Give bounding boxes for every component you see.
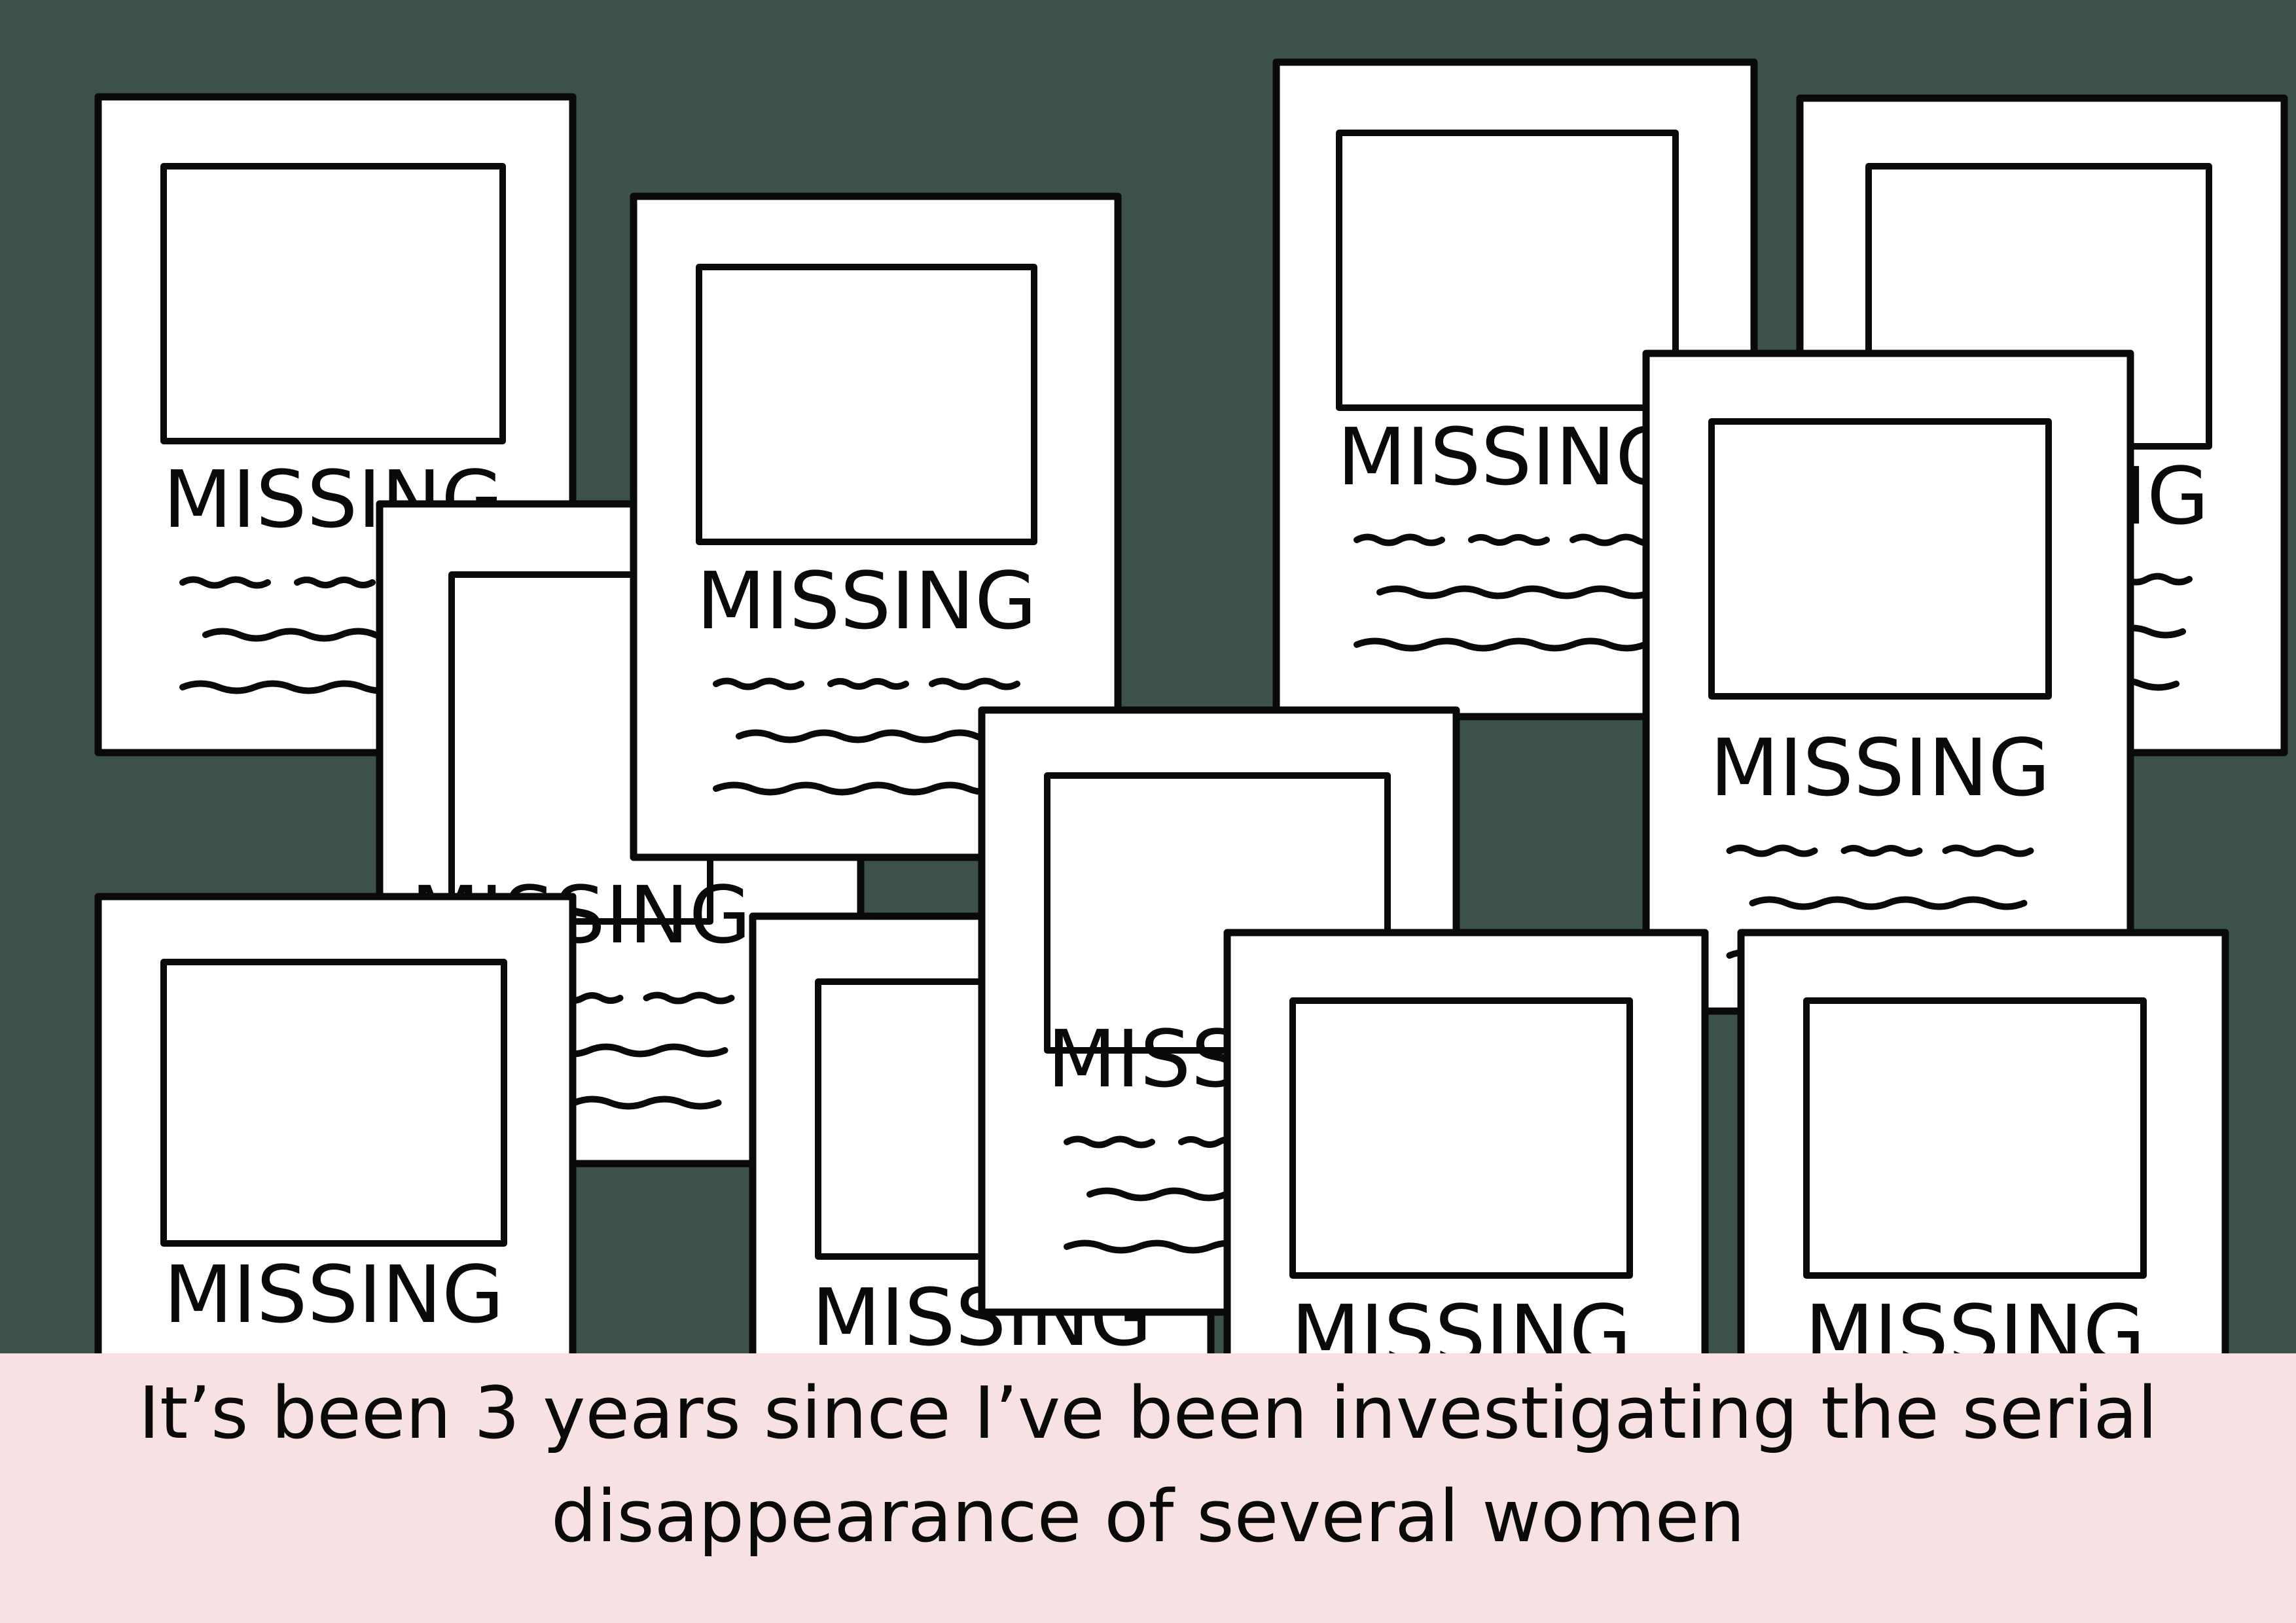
photo-frame [1289, 997, 1633, 1279]
text-squiggle [1726, 844, 2034, 857]
text-squiggle [713, 677, 1020, 690]
text-squiggle [1354, 637, 1648, 652]
caption-band: It’s been 3 years since I’ve been invest… [0, 1353, 2296, 1623]
missing-heading: MISSING [1337, 412, 1677, 503]
photo-frame [696, 264, 1037, 545]
poster-top-middle-left: MISSING [630, 192, 1122, 861]
text-squiggle [1749, 896, 2028, 910]
poster-middle-right-back: MISSING [1642, 349, 2134, 1015]
text-squiggle [1376, 585, 1655, 599]
photo-frame [160, 959, 507, 1247]
caption-text: It’s been 3 years since I’ve been invest… [138, 1371, 2158, 1558]
posters-layer: MISSINGMISSINGMISSINGMISSINGMISSINGMISSI… [94, 58, 2288, 1565]
text-squiggle [1354, 533, 1661, 546]
missing-heading: MISSING [696, 556, 1037, 647]
photo-frame [1708, 418, 2052, 700]
text-squiggle [713, 781, 1007, 796]
photo-frame [160, 163, 506, 444]
photo-frame [1803, 997, 2147, 1279]
photo-frame [1336, 130, 1679, 411]
missing-heading: MISSING [164, 1250, 504, 1341]
text-squiggle [736, 729, 1014, 743]
missing-heading: MISSING [1710, 723, 2051, 814]
